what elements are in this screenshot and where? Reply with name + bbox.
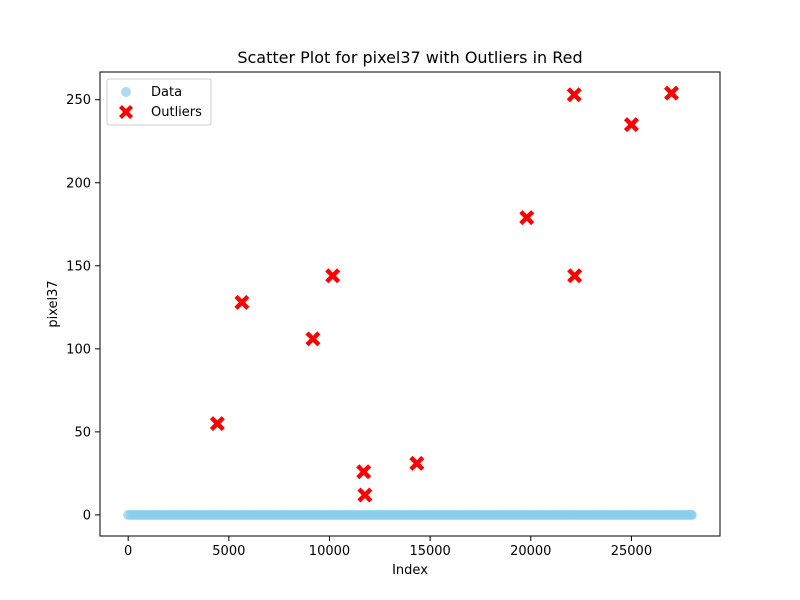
legend: Data Outliers xyxy=(106,78,212,126)
legend-box xyxy=(106,78,212,126)
x-tick-label: 5000 xyxy=(212,544,245,559)
outlier-point xyxy=(234,294,250,310)
x-axis-label: Index xyxy=(392,563,428,578)
y-tick-label: 100 xyxy=(66,342,91,357)
chart-title: Scatter Plot for pixel37 with Outliers i… xyxy=(237,48,582,67)
outlier-point xyxy=(567,268,583,284)
legend-outliers-x xyxy=(119,105,133,119)
plot-area xyxy=(123,85,697,520)
outlier-point xyxy=(566,87,582,103)
plot-frame xyxy=(99,71,721,537)
legend-data-marker xyxy=(121,87,131,97)
y-axis-label: pixel37 xyxy=(46,280,61,327)
outlier-point xyxy=(409,455,425,471)
y-tick-label: 200 xyxy=(66,176,91,191)
y-tick-label: 0 xyxy=(83,508,91,523)
legend-data-label: Data xyxy=(151,85,182,100)
outlier-point xyxy=(325,268,341,284)
x-tick-label: 10000 xyxy=(309,544,350,559)
y-tick-label: 50 xyxy=(74,425,91,440)
legend-outliers-marker xyxy=(119,105,133,119)
y-tick-label: 250 xyxy=(66,93,91,108)
outlier-point xyxy=(519,210,535,226)
outlier-point xyxy=(663,85,679,101)
outlier-point xyxy=(209,416,225,432)
x-tick-label: 0 xyxy=(124,544,132,559)
outlier-point xyxy=(305,331,321,347)
x-tick-label: 20000 xyxy=(510,544,551,559)
x-tick-label: 25000 xyxy=(611,544,652,559)
data-point xyxy=(686,509,697,520)
outlier-point xyxy=(356,464,372,480)
outlier-point xyxy=(357,487,373,503)
x-axis: 0 5000 10000 15000 20000 25000 xyxy=(124,536,652,559)
x-tick-label: 15000 xyxy=(409,544,450,559)
y-axis: 0 50 100 150 200 250 xyxy=(66,93,100,523)
legend-outliers-label: Outliers xyxy=(151,105,202,120)
outlier-point xyxy=(623,117,639,133)
y-tick-label: 150 xyxy=(66,259,91,274)
